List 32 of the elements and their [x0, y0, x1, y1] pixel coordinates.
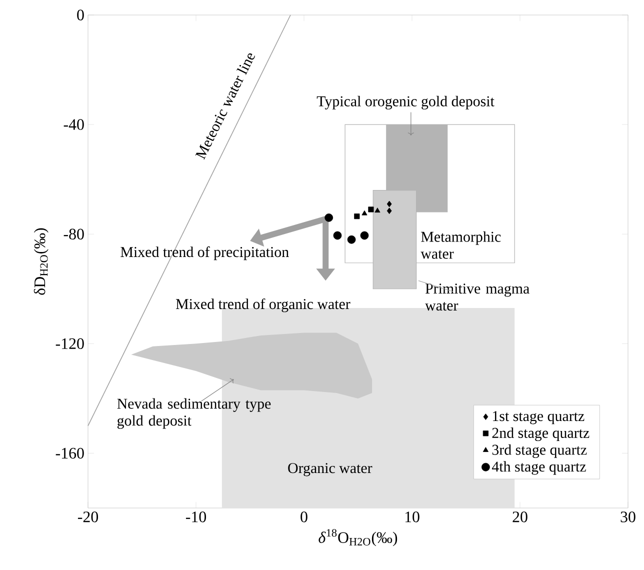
annotation: Nevada sedimentary type gold deposit	[117, 398, 271, 429]
y-axis-title: δD$_{H2O}$(‰)	[34, 228, 48, 295]
legend-label: 1st stage quartz	[492, 411, 584, 424]
annotation: Typical orogenic gold deposit	[316, 96, 494, 110]
legend-label: 3rd stage quartz	[492, 444, 587, 458]
point	[360, 231, 369, 240]
point	[368, 206, 374, 212]
x-tick-label: 30	[620, 512, 636, 522]
point	[324, 213, 334, 222]
point	[374, 208, 380, 213]
point	[333, 231, 342, 240]
annotation: Mixed trend of organic water	[176, 298, 350, 312]
y-tick-label: -40	[64, 119, 84, 130]
point	[354, 214, 360, 220]
x-tick-label: 0	[300, 512, 308, 522]
legend-label: 4th stage quartz	[492, 461, 586, 475]
annotation: Primitive magma water	[425, 284, 530, 311]
annotation: Organic water	[288, 463, 372, 476]
annotation: Metamorphic water	[420, 231, 501, 259]
x-tick-label: 20	[512, 512, 528, 522]
x-axis-title: δ$^{18}$O$_{H2O}$(‰)	[318, 529, 398, 546]
y-tick-label: -160	[56, 448, 84, 459]
point	[362, 210, 368, 216]
x-tick-label: 10	[405, 512, 420, 522]
legend-label: 2nd stage quartz	[492, 427, 590, 442]
y-tick-label: -80	[64, 228, 84, 240]
x-tick-label: -20	[78, 512, 98, 522]
y-tick-label: -120	[56, 338, 84, 350]
y-tick-label: 0	[77, 10, 84, 20]
annotation: Mixed trend of precipitation	[120, 246, 289, 260]
x-tick-label: -10	[186, 512, 206, 522]
point	[347, 235, 356, 244]
